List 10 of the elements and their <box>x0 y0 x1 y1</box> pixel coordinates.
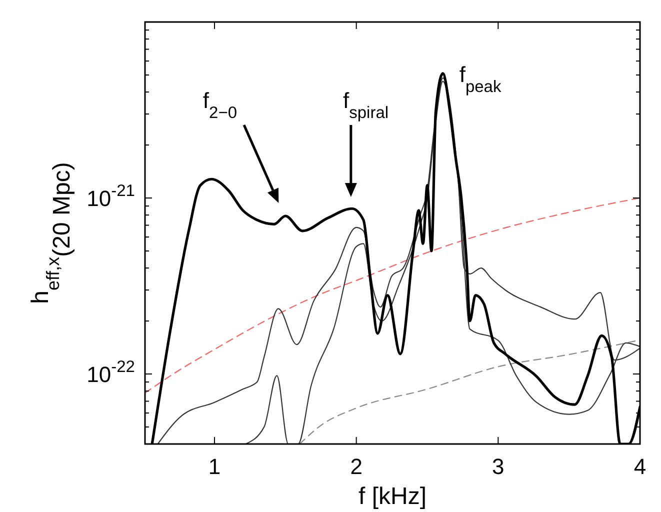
y-tick-label: 10$^{-21}$ <box>86 182 135 211</box>
annotation: f$_{2−0}$ <box>202 88 238 122</box>
x-tick-label: 1 <box>208 454 221 479</box>
annotation: f$_{spiral}$ <box>343 88 389 122</box>
y-tick-label: 10$^{-22}$ <box>86 358 135 387</box>
x-tick-label: 3 <box>492 454 504 479</box>
x-tick-label: 2 <box>350 454 362 479</box>
x-axis-title: f [kHz] <box>358 483 427 510</box>
x-tick-label: 4 <box>634 454 646 479</box>
annotation: f$_{peak}$ <box>459 62 502 96</box>
